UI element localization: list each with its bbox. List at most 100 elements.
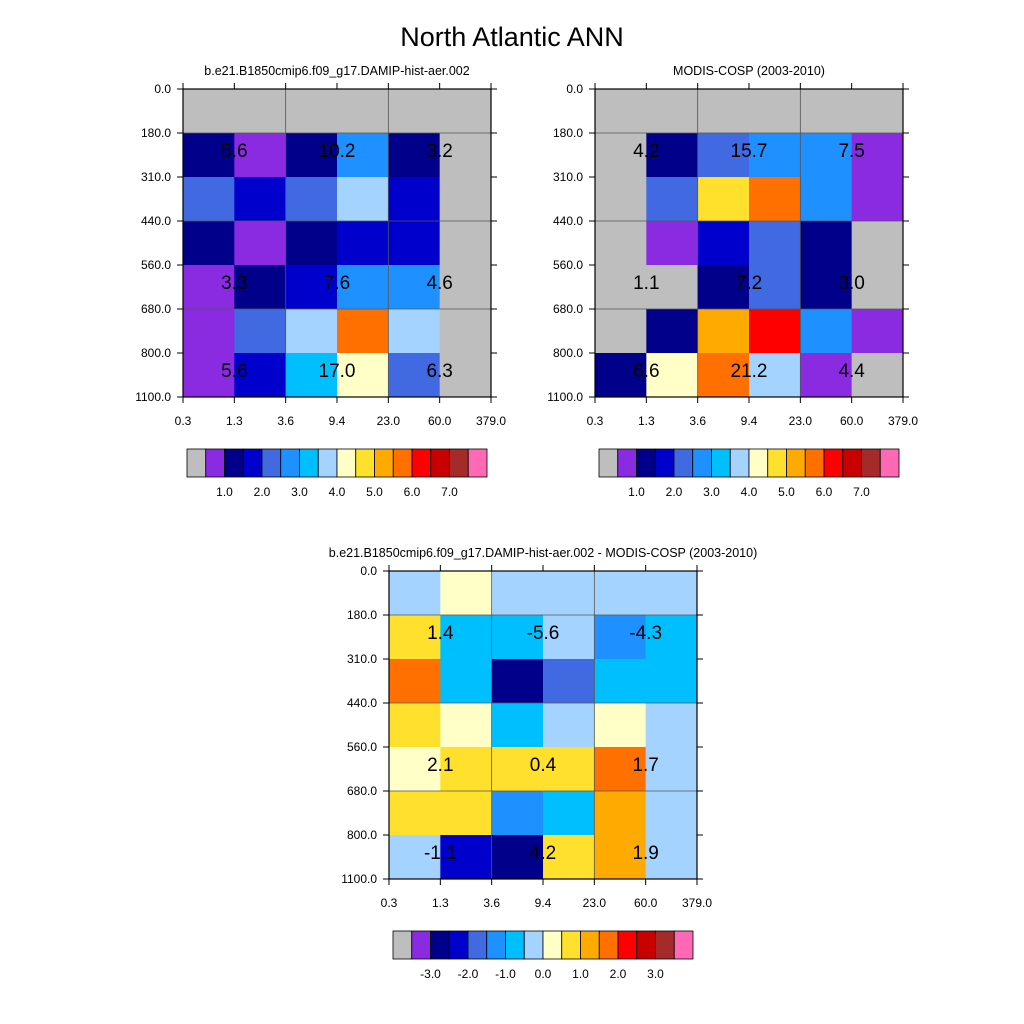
x-tick-label: 23.0 [583, 896, 607, 910]
heatmap-cell [749, 309, 801, 354]
cell-value-label: 4.2 [530, 843, 556, 864]
colorbar-label: 7.0 [853, 485, 870, 499]
colorbar-swatch [692, 448, 712, 478]
y-tick-label: 800.0 [141, 346, 171, 360]
x-tick-label: 3.6 [277, 414, 294, 428]
colorbar-swatch [411, 930, 431, 960]
heatmap-cell [595, 133, 647, 178]
cell-value-label: 5.6 [221, 361, 247, 382]
cell-value-label: 1.4 [427, 623, 454, 644]
heatmap-cell [440, 571, 493, 616]
heatmap-cell [439, 353, 492, 398]
heatmap-cell [440, 659, 493, 704]
heatmap-cell [697, 353, 750, 398]
y-tick-label: 800.0 [347, 828, 377, 842]
colorbar-label: 7.0 [441, 485, 458, 499]
heatmap-cell [389, 659, 441, 704]
y-tick-label: 800.0 [553, 346, 583, 360]
panel-subtitle: b.e21.B1850cmip6.f09_g17.DAMIP-hist-aer.… [204, 64, 469, 78]
cell-value-label: 17.0 [319, 361, 356, 382]
heatmap-cell [491, 747, 544, 792]
colorbar-swatch [804, 448, 825, 478]
colorbar-swatch [242, 448, 263, 478]
y-tick-label: 560.0 [553, 258, 583, 272]
heatmap-cell [389, 571, 441, 616]
cell-value-label: -5.6 [527, 623, 560, 644]
heatmap-cell [594, 571, 647, 616]
x-tick-label: 23.0 [377, 414, 401, 428]
colorbar-swatch [449, 448, 469, 478]
heatmap-cell [697, 309, 750, 354]
colorbar-swatch [411, 448, 432, 478]
heatmap-cell [645, 835, 698, 880]
heatmap-cell [543, 659, 595, 704]
cell-value-label: 4.4 [838, 361, 865, 382]
heatmap-cell [543, 703, 595, 748]
cell-value-label: 10.2 [319, 141, 356, 162]
heatmap-cell [595, 89, 647, 134]
colorbar-swatch [636, 448, 656, 478]
heatmap-cell [594, 791, 647, 836]
y-tick-label: 0.0 [360, 564, 377, 578]
colorbar-swatch [542, 930, 563, 960]
colorbar-swatch [636, 930, 656, 960]
heatmap-cell [697, 265, 750, 310]
cell-value-label: 1.7 [632, 755, 658, 776]
y-tick-label: 680.0 [347, 784, 377, 798]
colorbar-label: 2.0 [666, 485, 683, 499]
heatmap-cell [388, 353, 441, 398]
heatmap-cell [337, 89, 389, 134]
colorbar-label: 5.0 [366, 485, 383, 499]
heatmap-cell [491, 703, 544, 748]
colorbar-label: 3.0 [703, 485, 720, 499]
y-tick-label: 1100.0 [341, 872, 377, 886]
heatmap-cell [594, 835, 647, 880]
heatmap-cell [440, 703, 493, 748]
colorbar-swatch [467, 448, 488, 478]
colorbar-label: 1.0 [628, 485, 645, 499]
heatmap-cell [234, 177, 287, 222]
colorbar-swatch [224, 448, 244, 478]
colorbar-swatch [299, 448, 319, 478]
heatmap-cell [440, 791, 493, 836]
colorbar-swatch [430, 448, 450, 478]
heatmap-cell [645, 571, 698, 616]
heatmap-cell [646, 221, 699, 266]
cell-value-label: 6.6 [633, 361, 659, 382]
heatmap-cell [234, 353, 287, 398]
cell-value-label: 5.6 [221, 141, 247, 162]
y-tick-label: 440.0 [141, 214, 171, 228]
panel-difference: b.e21.B1850cmip6.f09_g17.DAMIP-hist-aer.… [329, 546, 757, 981]
colorbar-swatch [673, 930, 694, 960]
heatmap-cell [440, 747, 493, 792]
heatmap-cell [337, 309, 389, 354]
heatmap-cell [439, 133, 492, 178]
heatmap-cell [439, 89, 492, 134]
colorbar-label: 3.0 [647, 967, 664, 981]
heatmap-cell [646, 309, 699, 354]
heatmap-cell [697, 177, 750, 222]
heatmap-cell [183, 309, 235, 354]
heatmap-cell [285, 133, 338, 178]
colorbar-label: 0.0 [535, 967, 552, 981]
heatmap-cell [234, 133, 287, 178]
heatmap-cell [543, 835, 595, 880]
y-tick-label: 560.0 [347, 740, 377, 754]
heatmap-cell [491, 659, 544, 704]
colorbar-label: 1.0 [216, 485, 233, 499]
heatmap-cell [439, 177, 492, 222]
heatmap-cell [645, 703, 698, 748]
cell-value-label: -1.1 [424, 843, 457, 864]
y-tick-label: 1100.0 [547, 390, 583, 404]
cell-value-label: 1.9 [632, 843, 658, 864]
heatmap-cell [388, 133, 441, 178]
heatmap-cell [645, 747, 698, 792]
heatmap-cell [749, 89, 801, 134]
colorbar-swatch [280, 448, 300, 478]
heatmap-cell [285, 177, 338, 222]
colorbar-label: 6.0 [404, 485, 421, 499]
heatmap-cell [491, 791, 544, 836]
y-tick-label: 310.0 [141, 170, 171, 184]
x-tick-label: 60.0 [840, 414, 864, 428]
